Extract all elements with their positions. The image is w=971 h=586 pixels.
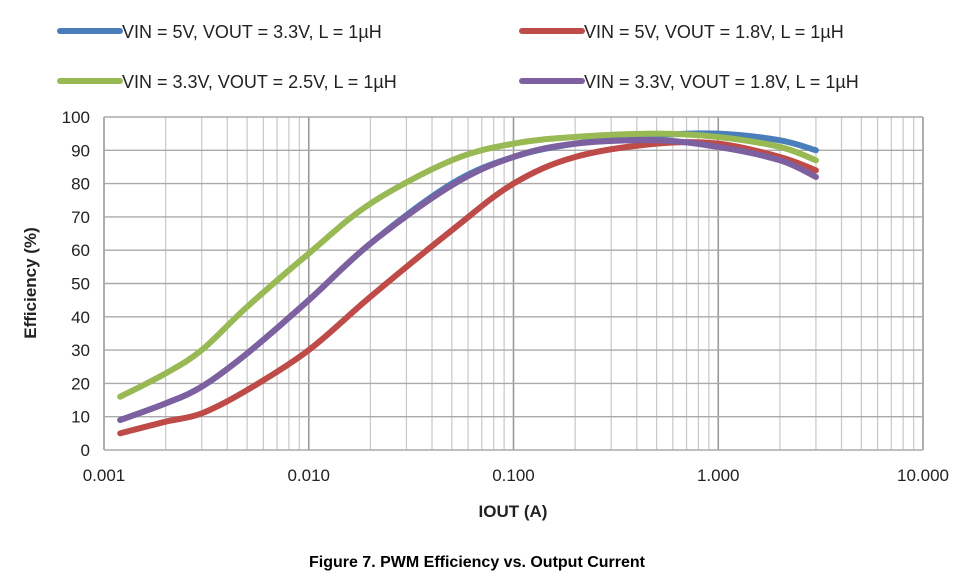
y-tick-label: 0 (81, 441, 90, 460)
legend-item: VIN = 5V, VOUT = 3.3V, L = 1µH (57, 22, 382, 42)
y-tick-label: 30 (71, 341, 90, 360)
legend-item: VIN = 3.3V, VOUT = 1.8V, L = 1µH (519, 72, 859, 92)
legend: VIN = 5V, VOUT = 3.3V, L = 1µH VIN = 5V, … (57, 22, 859, 92)
y-tick-label: 40 (71, 308, 90, 327)
y-tick-label: 90 (71, 141, 90, 160)
y-tick-label: 50 (71, 275, 90, 294)
y-tick-label: 10 (71, 408, 90, 427)
x-tick-label: 0.010 (287, 466, 330, 485)
figure-caption: Figure 7. PWM Efficiency vs. Output Curr… (309, 554, 646, 571)
series-lines (117, 130, 819, 437)
legend-label: VIN = 3.3V, VOUT = 1.8V, L = 1µH (584, 72, 859, 92)
legend-label: VIN = 3.3V, VOUT = 2.5V, L = 1µH (122, 72, 397, 92)
x-tick-label: 1.000 (697, 466, 740, 485)
legend-label: VIN = 5V, VOUT = 3.3V, L = 1µH (122, 22, 382, 42)
y-tick-label: 100 (62, 108, 90, 127)
x-tick-label: 0.001 (83, 466, 126, 485)
legend-item: VIN = 5V, VOUT = 1.8V, L = 1µH (519, 22, 844, 42)
series-line-3 (117, 130, 819, 400)
y-axis-label: Efficiency (%) (21, 227, 40, 338)
legend-item: VIN = 3.3V, VOUT = 2.5V, L = 1µH (57, 72, 397, 92)
x-axis-label: IOUT (A) (479, 502, 548, 521)
series-line-4 (117, 137, 819, 424)
tick-labels: 0 10 20 30 40 50 60 70 80 90 100 0.001 0.010 0.100 1.0… (62, 108, 949, 485)
y-tick-label: 60 (71, 241, 90, 260)
legend-label: VIN = 5V, VOUT = 1.8V, L = 1µH (584, 22, 844, 42)
y-tick-label: 80 (71, 175, 90, 194)
x-tick-label: 0.100 (492, 466, 535, 485)
y-tick-label: 70 (71, 208, 90, 227)
y-tick-label: 20 (71, 374, 90, 393)
x-tick-label: 10.000 (897, 466, 949, 485)
